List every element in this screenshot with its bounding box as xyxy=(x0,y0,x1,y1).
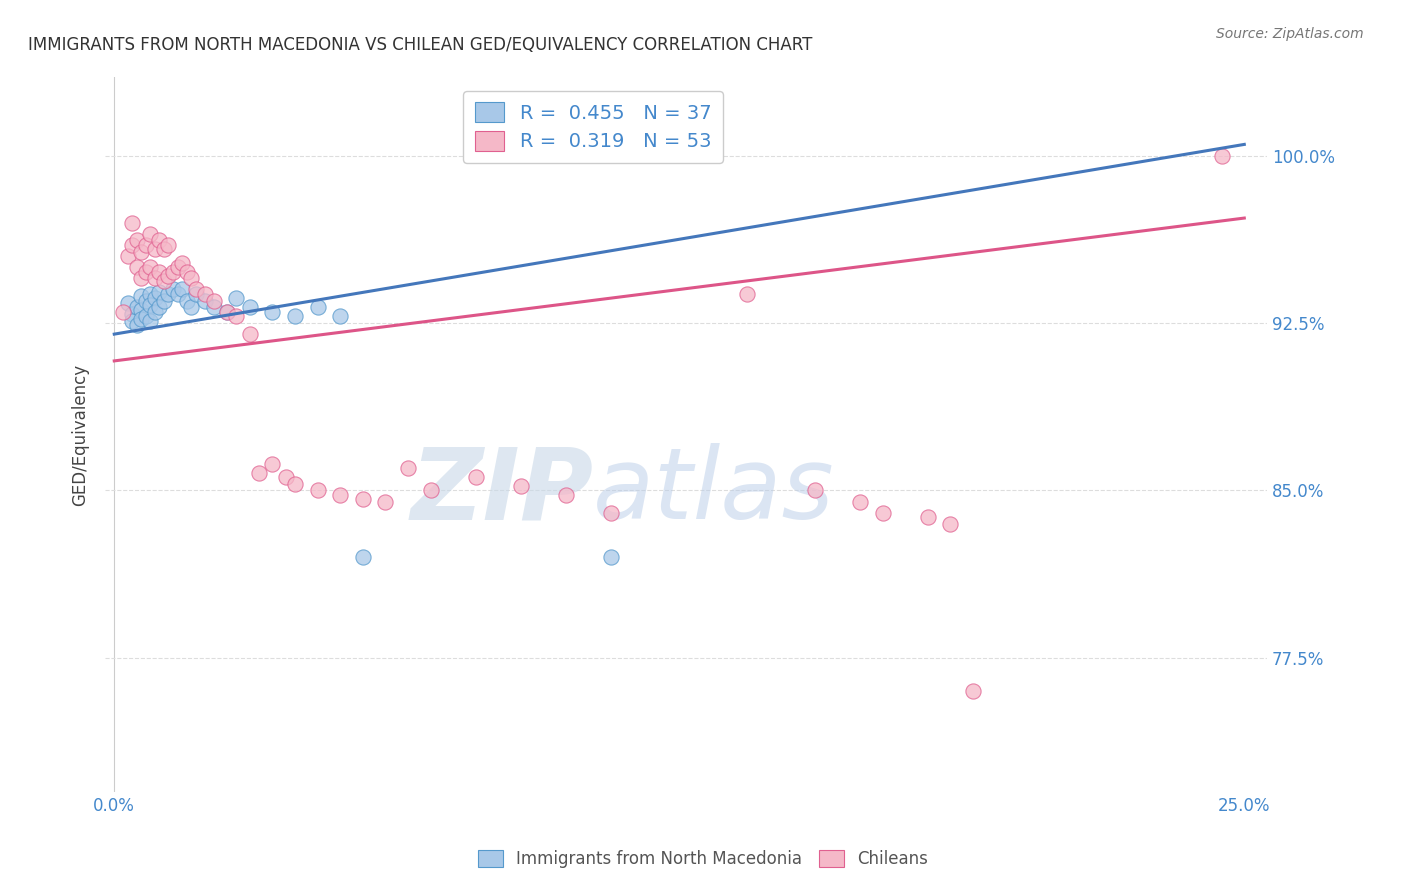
Point xyxy=(143,242,166,256)
Point xyxy=(374,494,396,508)
Point xyxy=(170,256,193,270)
Point xyxy=(170,283,193,297)
Point xyxy=(125,260,148,275)
Point xyxy=(217,305,239,319)
Point xyxy=(184,287,207,301)
Point xyxy=(262,305,284,319)
Point xyxy=(166,260,188,275)
Point xyxy=(135,293,157,308)
Point xyxy=(125,233,148,247)
Point xyxy=(148,233,170,247)
Point xyxy=(143,292,166,306)
Point xyxy=(131,311,153,326)
Point xyxy=(307,301,329,315)
Point xyxy=(804,483,827,498)
Point xyxy=(849,494,872,508)
Point xyxy=(148,285,170,299)
Point xyxy=(157,287,180,301)
Point xyxy=(202,293,225,308)
Point xyxy=(117,249,139,263)
Point xyxy=(962,684,984,698)
Point xyxy=(329,488,352,502)
Point xyxy=(131,244,153,259)
Point xyxy=(284,310,307,324)
Point xyxy=(274,470,297,484)
Legend: Immigrants from North Macedonia, Chileans: Immigrants from North Macedonia, Chilean… xyxy=(471,843,935,875)
Point xyxy=(153,293,176,308)
Point xyxy=(555,488,578,502)
Point xyxy=(176,265,198,279)
Point xyxy=(239,327,262,342)
Point xyxy=(139,227,162,241)
Legend: R =  0.455   N = 37, R =  0.319   N = 53: R = 0.455 N = 37, R = 0.319 N = 53 xyxy=(464,91,723,163)
Point xyxy=(139,287,162,301)
Point xyxy=(125,318,148,333)
Point xyxy=(202,301,225,315)
Point xyxy=(139,298,162,312)
Point xyxy=(262,457,284,471)
Point xyxy=(121,307,143,321)
Point xyxy=(1211,148,1233,162)
Point xyxy=(180,301,202,315)
Point xyxy=(396,461,419,475)
Point xyxy=(117,296,139,310)
Point xyxy=(135,265,157,279)
Point xyxy=(180,271,202,285)
Point xyxy=(225,310,247,324)
Point xyxy=(162,265,184,279)
Text: IMMIGRANTS FROM NORTH MACEDONIA VS CHILEAN GED/EQUIVALENCY CORRELATION CHART: IMMIGRANTS FROM NORTH MACEDONIA VS CHILE… xyxy=(28,36,813,54)
Point xyxy=(600,550,623,565)
Point xyxy=(166,287,188,301)
Point xyxy=(176,293,198,308)
Point xyxy=(352,492,374,507)
Point xyxy=(194,287,217,301)
Point xyxy=(239,301,262,315)
Point xyxy=(247,466,270,480)
Point xyxy=(917,510,939,524)
Point xyxy=(329,310,352,324)
Point xyxy=(139,260,162,275)
Y-axis label: GED/Equivalency: GED/Equivalency xyxy=(72,364,89,506)
Point xyxy=(284,476,307,491)
Point xyxy=(125,301,148,315)
Point xyxy=(184,283,207,297)
Point xyxy=(143,305,166,319)
Point xyxy=(131,289,153,303)
Point xyxy=(121,215,143,229)
Point xyxy=(112,305,135,319)
Point xyxy=(194,293,217,308)
Point xyxy=(139,314,162,328)
Point xyxy=(157,269,180,284)
Point xyxy=(600,506,623,520)
Text: Source: ZipAtlas.com: Source: ZipAtlas.com xyxy=(1216,27,1364,41)
Point xyxy=(225,292,247,306)
Point xyxy=(157,237,180,252)
Text: atlas: atlas xyxy=(593,443,835,541)
Point xyxy=(162,283,184,297)
Point xyxy=(121,237,143,252)
Point xyxy=(735,287,758,301)
Point xyxy=(143,271,166,285)
Point xyxy=(153,242,176,256)
Point xyxy=(153,274,176,288)
Point xyxy=(148,265,170,279)
Point xyxy=(419,483,441,498)
Point xyxy=(510,479,533,493)
Point xyxy=(217,305,239,319)
Point xyxy=(121,314,143,328)
Point xyxy=(352,550,374,565)
Text: ZIP: ZIP xyxy=(411,443,593,541)
Point xyxy=(464,470,486,484)
Point xyxy=(872,506,894,520)
Point xyxy=(148,301,170,315)
Point xyxy=(939,516,962,531)
Point xyxy=(135,310,157,324)
Point xyxy=(131,302,153,317)
Point xyxy=(131,271,153,285)
Point xyxy=(307,483,329,498)
Point xyxy=(135,237,157,252)
